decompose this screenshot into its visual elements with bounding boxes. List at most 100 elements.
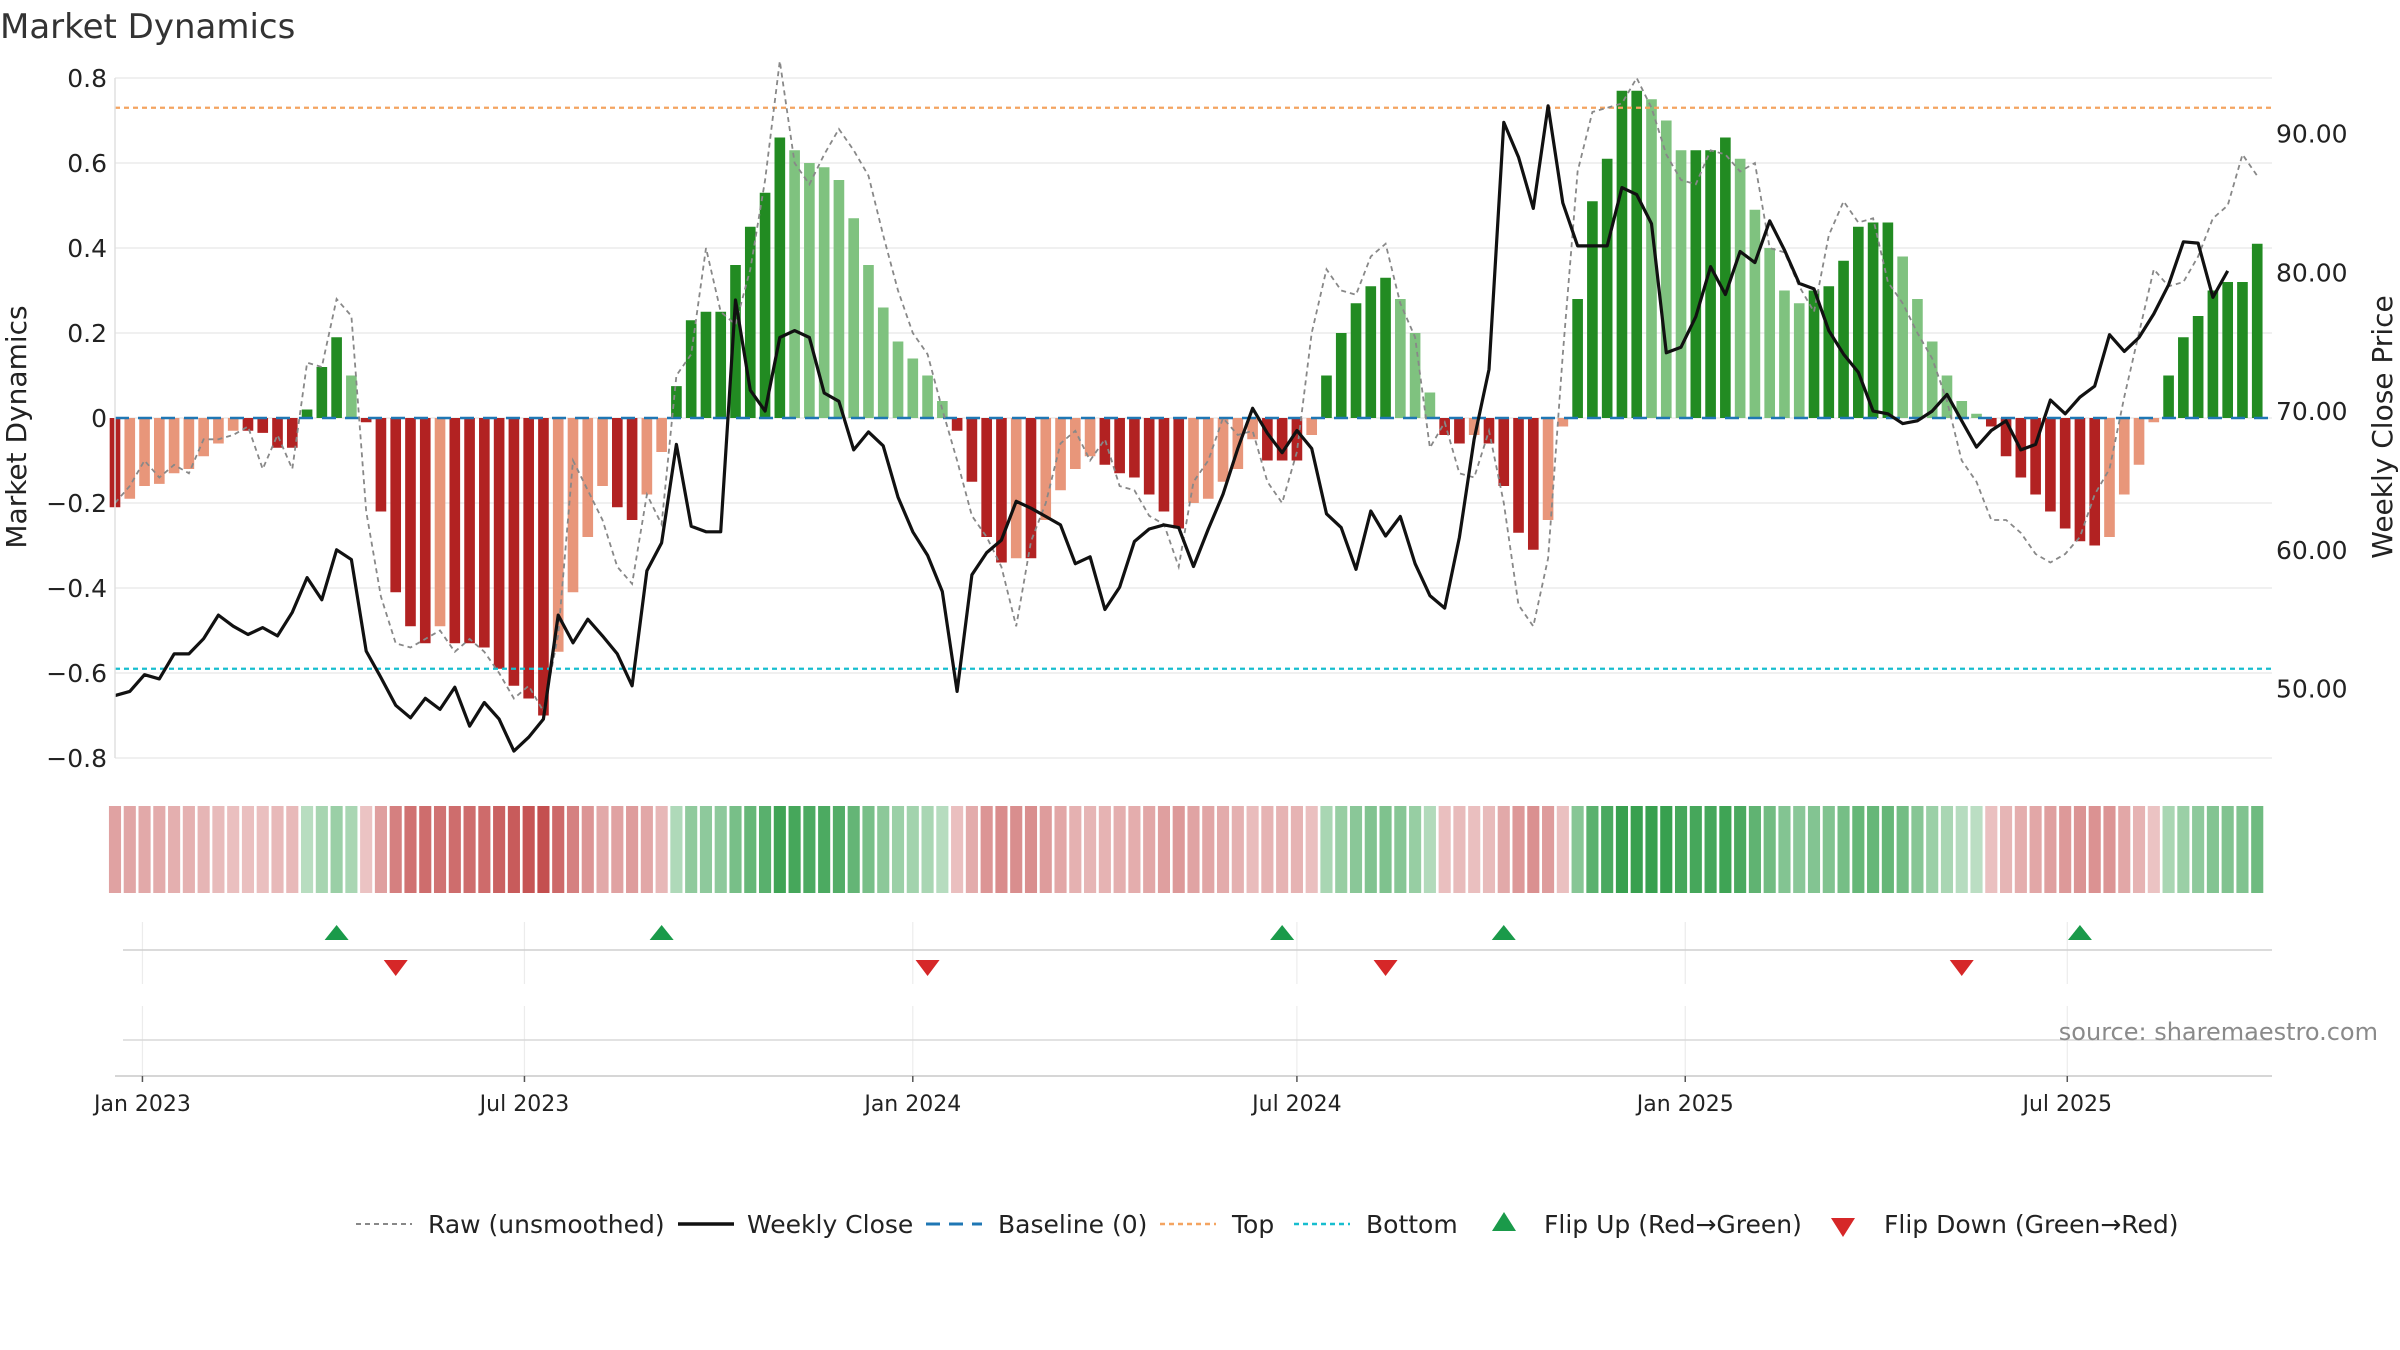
md-bar — [1173, 418, 1185, 529]
regime-cell — [965, 806, 978, 893]
regime-cell — [1527, 806, 1540, 893]
md-bar — [2207, 290, 2219, 418]
md-bar — [331, 337, 342, 418]
md-bar — [700, 311, 712, 418]
md-bar — [493, 418, 505, 669]
regime-cell — [1926, 806, 1939, 893]
md-bar — [1720, 137, 1731, 418]
regime-cell — [1024, 806, 1038, 893]
regime-cell — [1911, 806, 1924, 893]
regime-cell — [1822, 806, 1835, 893]
regime-cell — [1881, 806, 1894, 893]
legend-label-flip-up: Flip Up (Red→Green) — [1544, 1210, 1802, 1239]
y2-tick-label: 80.00 — [2276, 258, 2348, 287]
regime-cell — [478, 806, 491, 893]
regime-cell — [271, 806, 284, 893]
md-bar — [419, 418, 431, 644]
regime-cell — [1335, 806, 1348, 893]
regime-cell — [1955, 806, 1968, 893]
regime-cell — [655, 806, 668, 893]
flip-down-icon — [1831, 1218, 1855, 1237]
legend-item-baseline: Baseline (0) — [926, 1210, 1147, 1239]
y-tick-label: −0.4 — [46, 574, 107, 603]
regime-cell — [1349, 806, 1363, 893]
md-bar — [1158, 418, 1170, 512]
md-bar — [508, 418, 520, 686]
flip-down-marker — [1949, 960, 1974, 976]
md-bar — [1247, 418, 1258, 440]
y2-tick-label: 70.00 — [2276, 397, 2348, 426]
md-bar — [1838, 260, 1849, 418]
legend-item-flip-up: Flip Up (Red→Green) — [1492, 1210, 1802, 1239]
md-bar — [1749, 209, 1761, 418]
md-bar — [1232, 418, 1244, 469]
md-bar — [2163, 375, 2174, 418]
regime-cell — [1320, 806, 1333, 893]
md-bar — [907, 358, 919, 418]
regime-cell — [1837, 806, 1850, 893]
md-bar — [286, 418, 298, 448]
md-bar — [434, 418, 446, 627]
md-bar — [2074, 418, 2086, 542]
flip-down-marker — [383, 960, 408, 976]
regime-cell — [566, 806, 580, 893]
regime-cell — [1645, 806, 1658, 893]
md-bar — [2251, 243, 2263, 418]
regime-cell — [1985, 806, 1998, 893]
regime-cell — [2029, 806, 2042, 893]
regime-cell — [1763, 806, 1776, 893]
regime-cell — [448, 806, 461, 893]
y-tick-label: 0.4 — [67, 234, 107, 263]
md-bar — [804, 163, 815, 418]
regime-cell — [1216, 806, 1230, 893]
flip-up-marker — [1270, 925, 1295, 940]
md-bar — [597, 418, 608, 486]
md-bar — [833, 180, 845, 418]
y-tick-label: −0.2 — [46, 489, 107, 518]
md-bar — [863, 265, 874, 418]
legend-label-close: Weekly Close — [747, 1210, 913, 1239]
regime-cell — [1704, 806, 1717, 893]
regime-cell — [360, 806, 373, 893]
regime-cell — [936, 806, 949, 893]
regime-cell — [626, 806, 639, 893]
md-bar — [1616, 90, 1628, 418]
legend-item-raw: Raw (unsmoothed) — [356, 1210, 665, 1239]
md-bar — [2059, 418, 2071, 529]
regime-cell — [389, 806, 402, 893]
md-bar — [2222, 282, 2233, 418]
regime-cell — [1039, 806, 1052, 893]
regime-cell — [153, 806, 166, 893]
y2-axis-label: Weekly Close Price — [2366, 295, 2399, 558]
md-bar — [1557, 418, 1569, 427]
x-tick-label: Jan 2024 — [862, 1092, 961, 1117]
regime-cell — [2014, 806, 2027, 893]
md-bar — [523, 418, 534, 699]
regime-cell — [1778, 806, 1791, 893]
source-note: source: sharemaestro.com — [2059, 1018, 2378, 1046]
regime-cell — [1482, 806, 1496, 893]
regime-cell — [891, 806, 905, 893]
md-bar — [2237, 282, 2248, 418]
legend: Raw (unsmoothed) Weekly Close Baseline (… — [356, 1210, 2179, 1239]
regime-strip — [108, 806, 2264, 893]
regime-cell — [1940, 806, 1954, 893]
md-bar — [1262, 418, 1273, 461]
regime-cell — [1630, 806, 1643, 893]
regime-cell — [1379, 806, 1392, 893]
regime-cell — [581, 806, 594, 893]
regime-cell — [404, 806, 417, 893]
md-bar — [1572, 299, 1583, 418]
regime-cell — [522, 806, 535, 893]
md-bar — [582, 418, 594, 537]
md-bar — [685, 320, 697, 418]
market-dynamics-bars — [109, 90, 2263, 716]
regime-cell — [1098, 806, 1111, 893]
md-bar — [1291, 418, 1303, 461]
md-bar — [1188, 418, 1199, 503]
md-bar — [877, 307, 889, 418]
regime-cell — [951, 806, 964, 893]
regime-cell — [2103, 806, 2116, 893]
md-bar — [1601, 158, 1613, 418]
